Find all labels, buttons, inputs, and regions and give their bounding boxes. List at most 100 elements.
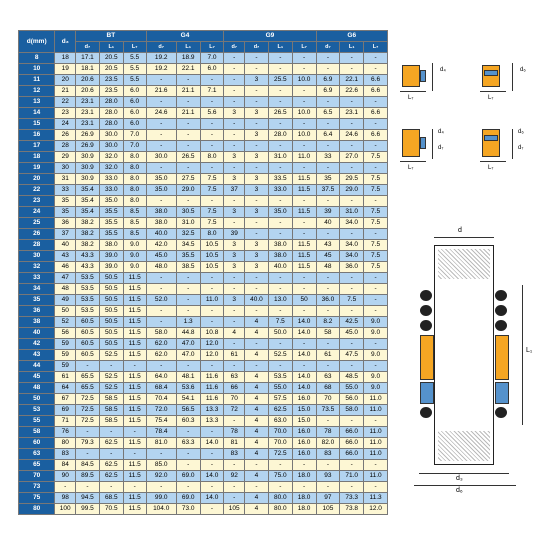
table-row: 536972.558.511.572.056.513.372462.515.07…: [19, 405, 388, 416]
cell: 26.5: [268, 108, 292, 119]
cell: 7.5: [364, 207, 388, 218]
cell: 11.5: [292, 207, 316, 218]
cell: 72.0: [146, 405, 176, 416]
cell: 53.5: [268, 372, 292, 383]
cell: 58.0: [146, 328, 176, 339]
cell: 52.0: [146, 295, 176, 306]
cell: 11.5: [123, 471, 146, 482]
cell: 70: [19, 471, 55, 482]
cell: 70.0: [268, 438, 292, 449]
cell: -: [76, 427, 100, 438]
cell: -: [224, 218, 245, 229]
cell: 52: [55, 317, 76, 328]
cell: -: [316, 196, 340, 207]
cell: 31.0: [268, 152, 292, 163]
cell: 92: [224, 471, 245, 482]
cell: 66.0: [340, 427, 364, 438]
cell: 28.0: [99, 97, 123, 108]
cell: -: [224, 163, 245, 174]
table-row: 284038.238.09.042.034.510.53338.011.5433…: [19, 240, 388, 251]
cell: 9.0: [364, 383, 388, 394]
table-row: 365053.550.511.5----------: [19, 306, 388, 317]
cell: 21.1: [176, 108, 200, 119]
cell: 36.0: [340, 262, 364, 273]
table-row: 132223.128.06.0----------: [19, 97, 388, 108]
cell: 15: [19, 119, 55, 130]
cell: -: [340, 339, 364, 350]
hdr-bt: BT: [76, 31, 147, 42]
cell: 8.5: [123, 207, 146, 218]
cell: -: [146, 273, 176, 284]
cell: -: [146, 449, 176, 460]
cell: -: [292, 361, 316, 372]
cell: 8.0: [200, 229, 224, 240]
cell: 45.0: [146, 251, 176, 262]
cell: -: [224, 130, 245, 141]
table-row: 425960.550.511.562.047.012.0-------: [19, 339, 388, 350]
cell: 24.6: [146, 108, 176, 119]
cell: -: [224, 75, 245, 86]
spec-table: d(mm) d₃ BT G4 G9 G6 d₇ L₁ L₇ d₇ L₁ L₇ d…: [18, 30, 388, 515]
table-row: 486465.552.511.568.453.611.666455.014.06…: [19, 383, 388, 394]
cell: -: [200, 460, 224, 471]
cell: 42.0: [146, 240, 176, 251]
cell: 14.0: [292, 328, 316, 339]
cell: -: [340, 196, 364, 207]
cell: -: [245, 86, 269, 97]
cell: 17.1: [76, 53, 100, 64]
lbl-l7b: L₇: [488, 95, 493, 101]
cell: -: [200, 449, 224, 460]
cell: -: [364, 416, 388, 427]
cell: 7.5: [200, 207, 224, 218]
table-row: 172826.930.07.0----------: [19, 141, 388, 152]
cell: 25.5: [268, 75, 292, 86]
cell: -: [292, 53, 316, 64]
cell: -: [146, 196, 176, 207]
cell: 27.5: [176, 174, 200, 185]
cell: 35.0: [146, 174, 176, 185]
cell: 72.5: [76, 405, 100, 416]
cell: -: [123, 361, 146, 372]
cell: 33: [19, 273, 55, 284]
table-row: 5876---78.4--78470.016.07866.011.0: [19, 427, 388, 438]
table-row: 243535.435.58.538.030.57.53335.011.53931…: [19, 207, 388, 218]
cell: 5.5: [123, 53, 146, 64]
cell: -: [316, 119, 340, 130]
cell: 73.3: [340, 493, 364, 504]
hdr-d3: d₃: [55, 31, 76, 53]
cell: -: [200, 504, 224, 515]
cell: 104.0: [146, 504, 176, 515]
cell: -: [224, 460, 245, 471]
cell: -: [146, 482, 176, 493]
cell: 52.5: [99, 350, 123, 361]
cell: 6.6: [364, 75, 388, 86]
cell: 33.0: [268, 185, 292, 196]
cell: 28: [55, 141, 76, 152]
cell: 58.5: [99, 405, 123, 416]
cell: -: [364, 64, 388, 75]
cell: 79.3: [76, 438, 100, 449]
hdr-g4: G4: [146, 31, 224, 42]
cell: -: [268, 119, 292, 130]
cell: 66: [224, 383, 245, 394]
cell: 8.0: [123, 174, 146, 185]
hdr-g9: G9: [224, 31, 316, 42]
cell: -: [364, 229, 388, 240]
cell: 43.3: [76, 262, 100, 273]
cell: -: [245, 460, 269, 471]
cell: 20.6: [76, 86, 100, 97]
cell: -: [245, 119, 269, 130]
cell: 9.0: [123, 240, 146, 251]
cell: -: [200, 141, 224, 152]
cell: 14.0: [200, 493, 224, 504]
cell: 34: [19, 284, 55, 295]
cell: -: [268, 482, 292, 493]
cell: 47.5: [340, 350, 364, 361]
cell: 14: [19, 108, 55, 119]
cell: 7.5: [200, 174, 224, 185]
cell: 59: [55, 361, 76, 372]
cell: -: [316, 229, 340, 240]
cell: 64.0: [146, 372, 176, 383]
cell: -: [316, 141, 340, 152]
cell: 67: [55, 394, 76, 405]
